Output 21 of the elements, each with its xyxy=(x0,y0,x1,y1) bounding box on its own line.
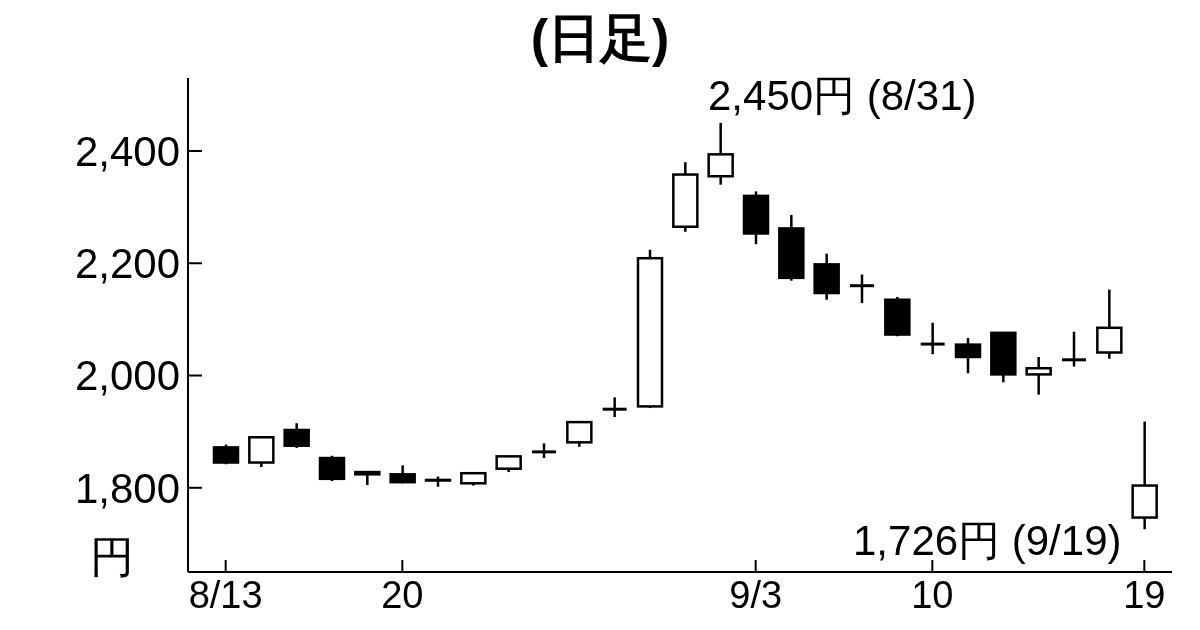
annotation: 2,450円 (8/31) xyxy=(708,71,977,121)
annotation: 1,726円 (9/19) xyxy=(853,516,1122,566)
candlestick xyxy=(1025,355,1052,396)
x-tick-label: 10 xyxy=(911,574,954,616)
y-axis-title: 円 xyxy=(90,531,134,583)
y-tick-label: 2,400 xyxy=(74,127,180,175)
chart-title: (日足) xyxy=(529,8,671,68)
x-tick-label: 19 xyxy=(1123,574,1166,616)
candlestick xyxy=(318,454,346,483)
candlestick xyxy=(283,421,310,450)
y-tick-label: 2,200 xyxy=(74,240,180,288)
x-tick-label: 20 xyxy=(381,574,424,616)
candlestick xyxy=(566,420,593,449)
candlestick xyxy=(707,121,734,186)
candlestick xyxy=(920,321,945,356)
y-tick-label: 2,000 xyxy=(74,352,180,400)
candlestick xyxy=(954,336,982,375)
y-tick-label: 1,800 xyxy=(74,464,180,512)
x-tick-label: 9/3 xyxy=(729,574,783,616)
candlestick xyxy=(602,396,627,419)
x-tick-label: 8/13 xyxy=(188,574,263,616)
